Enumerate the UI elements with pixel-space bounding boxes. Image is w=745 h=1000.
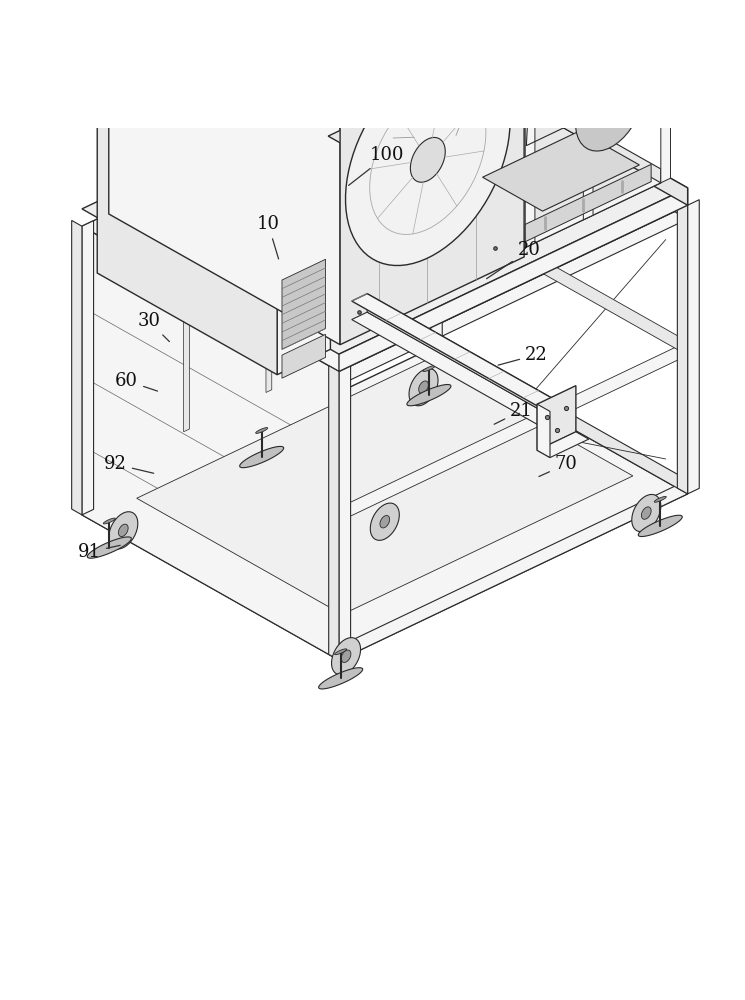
Text: 100: 100 xyxy=(349,146,405,185)
Polygon shape xyxy=(431,60,688,219)
Polygon shape xyxy=(136,360,633,614)
Polygon shape xyxy=(525,164,651,242)
Polygon shape xyxy=(346,54,510,265)
Polygon shape xyxy=(339,341,688,522)
Polygon shape xyxy=(339,480,688,660)
Polygon shape xyxy=(256,428,267,433)
Polygon shape xyxy=(339,188,688,371)
Text: 21: 21 xyxy=(494,402,533,424)
Polygon shape xyxy=(82,226,339,660)
Polygon shape xyxy=(339,366,351,660)
Polygon shape xyxy=(72,220,82,515)
Polygon shape xyxy=(82,221,94,515)
Polygon shape xyxy=(266,170,272,392)
Polygon shape xyxy=(319,668,363,689)
Polygon shape xyxy=(332,638,361,675)
Polygon shape xyxy=(511,0,622,49)
Polygon shape xyxy=(576,64,643,151)
Text: 91: 91 xyxy=(78,543,120,561)
Polygon shape xyxy=(431,335,688,494)
Polygon shape xyxy=(463,58,661,183)
Polygon shape xyxy=(407,384,451,406)
Polygon shape xyxy=(419,381,428,393)
Polygon shape xyxy=(109,0,524,91)
Text: 20: 20 xyxy=(486,241,540,279)
Polygon shape xyxy=(240,446,284,468)
Polygon shape xyxy=(104,518,115,524)
Polygon shape xyxy=(380,516,390,528)
Polygon shape xyxy=(483,131,639,211)
Polygon shape xyxy=(352,312,564,431)
Polygon shape xyxy=(109,0,340,345)
Polygon shape xyxy=(348,131,354,353)
Polygon shape xyxy=(641,507,651,519)
Polygon shape xyxy=(343,0,460,62)
Text: 30: 30 xyxy=(138,312,169,342)
Polygon shape xyxy=(638,515,682,537)
Polygon shape xyxy=(431,54,443,349)
Polygon shape xyxy=(525,35,535,247)
Polygon shape xyxy=(277,176,331,375)
Polygon shape xyxy=(82,43,688,354)
Polygon shape xyxy=(282,334,326,378)
Polygon shape xyxy=(97,74,331,202)
Polygon shape xyxy=(97,100,277,375)
Polygon shape xyxy=(183,210,189,432)
Polygon shape xyxy=(367,294,564,424)
Text: 10: 10 xyxy=(257,215,279,259)
Polygon shape xyxy=(118,524,128,537)
Polygon shape xyxy=(87,537,131,558)
Polygon shape xyxy=(410,137,446,182)
Polygon shape xyxy=(329,366,339,660)
Polygon shape xyxy=(372,192,398,205)
Polygon shape xyxy=(82,60,688,371)
Polygon shape xyxy=(525,0,661,53)
Polygon shape xyxy=(109,512,138,549)
Polygon shape xyxy=(328,71,661,247)
Polygon shape xyxy=(537,432,589,458)
Text: 60: 60 xyxy=(115,372,157,391)
Polygon shape xyxy=(282,259,326,349)
Polygon shape xyxy=(431,196,688,355)
Polygon shape xyxy=(511,25,554,95)
Polygon shape xyxy=(537,404,550,458)
Polygon shape xyxy=(554,17,622,95)
Polygon shape xyxy=(677,199,688,494)
Polygon shape xyxy=(654,496,666,502)
Polygon shape xyxy=(463,0,474,71)
Polygon shape xyxy=(632,494,661,532)
Polygon shape xyxy=(423,366,435,371)
Polygon shape xyxy=(537,386,576,450)
Polygon shape xyxy=(352,294,564,412)
Polygon shape xyxy=(420,54,431,349)
Polygon shape xyxy=(583,7,593,220)
Polygon shape xyxy=(688,200,700,494)
Polygon shape xyxy=(525,169,661,247)
Polygon shape xyxy=(340,3,524,345)
Polygon shape xyxy=(328,0,661,40)
Polygon shape xyxy=(370,503,399,540)
Polygon shape xyxy=(82,349,688,660)
Polygon shape xyxy=(497,141,522,154)
Polygon shape xyxy=(324,0,343,62)
Polygon shape xyxy=(374,254,399,266)
Polygon shape xyxy=(335,649,346,655)
Polygon shape xyxy=(341,650,351,662)
Polygon shape xyxy=(409,369,438,406)
Polygon shape xyxy=(517,0,540,17)
Text: 92: 92 xyxy=(104,455,153,473)
Text: 22: 22 xyxy=(498,346,548,365)
Polygon shape xyxy=(518,194,544,206)
Polygon shape xyxy=(431,43,688,205)
Polygon shape xyxy=(339,205,688,385)
Polygon shape xyxy=(661,0,671,183)
Text: 70: 70 xyxy=(539,455,577,477)
